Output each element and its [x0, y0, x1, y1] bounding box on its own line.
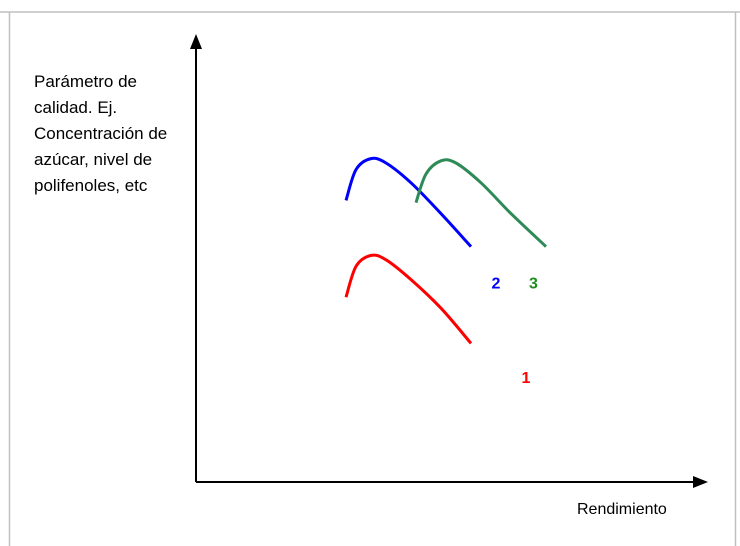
series-line-1: [344, 253, 473, 345]
series-line-3: [414, 158, 548, 248]
y-axis-arrowhead: [190, 34, 202, 49]
x-axis: [196, 476, 708, 488]
series-layer: [344, 156, 548, 345]
y-axis-label-line: azúcar, nivel de: [34, 150, 153, 169]
y-axis-label-line: calidad. Ej.: [34, 98, 118, 117]
x-axis-label: Rendimiento: [577, 501, 667, 518]
series-label-3: 3: [529, 275, 538, 292]
page-frame: [0, 11, 740, 546]
series-label-2: 2: [492, 275, 501, 292]
series-line-2: [344, 156, 473, 248]
y-axis-label-line: polifenoles, etc: [34, 176, 148, 195]
y-axis-label-line: Concentración de: [34, 124, 168, 143]
series-label-layer: 1 2 3: [492, 275, 539, 387]
y-axis: [190, 34, 202, 482]
y-axis-label-line: Parámetro de: [34, 72, 137, 91]
y-axis-label: Parámetro de calidad. Ej. Concentración …: [34, 69, 209, 199]
x-axis-arrowhead: [693, 476, 708, 488]
series-label-1: 1: [522, 370, 531, 387]
